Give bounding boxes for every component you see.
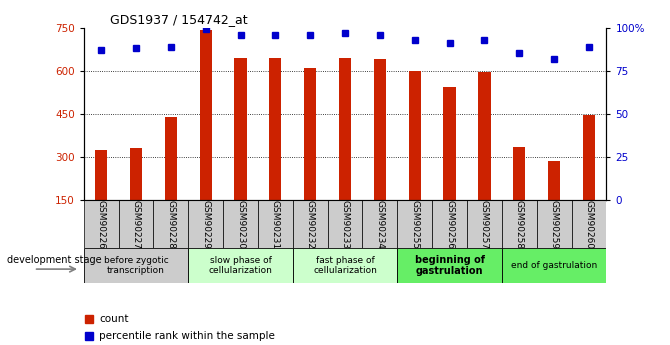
Bar bbox=[467, 200, 502, 248]
Text: percentile rank within the sample: percentile rank within the sample bbox=[99, 332, 275, 341]
Bar bbox=[304, 68, 316, 200]
Bar bbox=[397, 248, 502, 283]
Text: GDS1937 / 154742_at: GDS1937 / 154742_at bbox=[110, 13, 247, 27]
Text: GSM90230: GSM90230 bbox=[236, 200, 245, 249]
Bar bbox=[548, 161, 560, 200]
Bar bbox=[234, 58, 247, 200]
Text: GSM90258: GSM90258 bbox=[515, 200, 524, 249]
Bar bbox=[502, 248, 606, 283]
Text: GSM90260: GSM90260 bbox=[584, 200, 594, 249]
Bar bbox=[293, 248, 397, 283]
Text: fast phase of
cellularization: fast phase of cellularization bbox=[313, 256, 377, 275]
Bar bbox=[444, 87, 456, 200]
Text: GSM90228: GSM90228 bbox=[166, 200, 176, 249]
Text: GSM90233: GSM90233 bbox=[340, 200, 350, 249]
Bar bbox=[223, 200, 258, 248]
Text: slow phase of
cellularization: slow phase of cellularization bbox=[208, 256, 273, 275]
Text: GSM90256: GSM90256 bbox=[445, 200, 454, 249]
Text: before zygotic
transcription: before zygotic transcription bbox=[104, 256, 168, 275]
Text: development stage: development stage bbox=[7, 256, 101, 265]
Text: beginning of
gastrulation: beginning of gastrulation bbox=[415, 255, 484, 276]
Bar bbox=[188, 200, 223, 248]
Bar bbox=[409, 71, 421, 200]
Bar bbox=[188, 248, 293, 283]
Bar bbox=[153, 200, 188, 248]
Text: GSM90231: GSM90231 bbox=[271, 200, 280, 249]
Bar bbox=[200, 30, 212, 200]
Bar bbox=[84, 248, 188, 283]
Text: GSM90234: GSM90234 bbox=[375, 200, 385, 249]
Bar bbox=[165, 117, 177, 200]
Bar bbox=[95, 150, 107, 200]
Bar bbox=[502, 200, 537, 248]
Bar bbox=[513, 147, 525, 200]
Bar bbox=[432, 200, 467, 248]
Bar bbox=[374, 59, 386, 200]
Text: count: count bbox=[99, 314, 129, 324]
Bar bbox=[130, 148, 142, 200]
Text: GSM90257: GSM90257 bbox=[480, 200, 489, 249]
Bar bbox=[478, 72, 490, 200]
Text: GSM90255: GSM90255 bbox=[410, 200, 419, 249]
Text: GSM90232: GSM90232 bbox=[306, 200, 315, 249]
Bar bbox=[397, 200, 432, 248]
Bar bbox=[537, 200, 572, 248]
Bar bbox=[328, 200, 362, 248]
Text: GSM90229: GSM90229 bbox=[201, 200, 210, 249]
Bar bbox=[119, 200, 153, 248]
Bar bbox=[84, 200, 119, 248]
Bar bbox=[293, 200, 328, 248]
Text: GSM90259: GSM90259 bbox=[549, 200, 559, 249]
Bar bbox=[269, 58, 281, 200]
Bar bbox=[583, 115, 595, 200]
Text: GSM90227: GSM90227 bbox=[131, 200, 141, 249]
Text: GSM90226: GSM90226 bbox=[96, 200, 106, 249]
Bar bbox=[572, 200, 606, 248]
Bar bbox=[362, 200, 397, 248]
Bar bbox=[258, 200, 293, 248]
Text: end of gastrulation: end of gastrulation bbox=[511, 261, 597, 270]
Bar bbox=[339, 58, 351, 200]
